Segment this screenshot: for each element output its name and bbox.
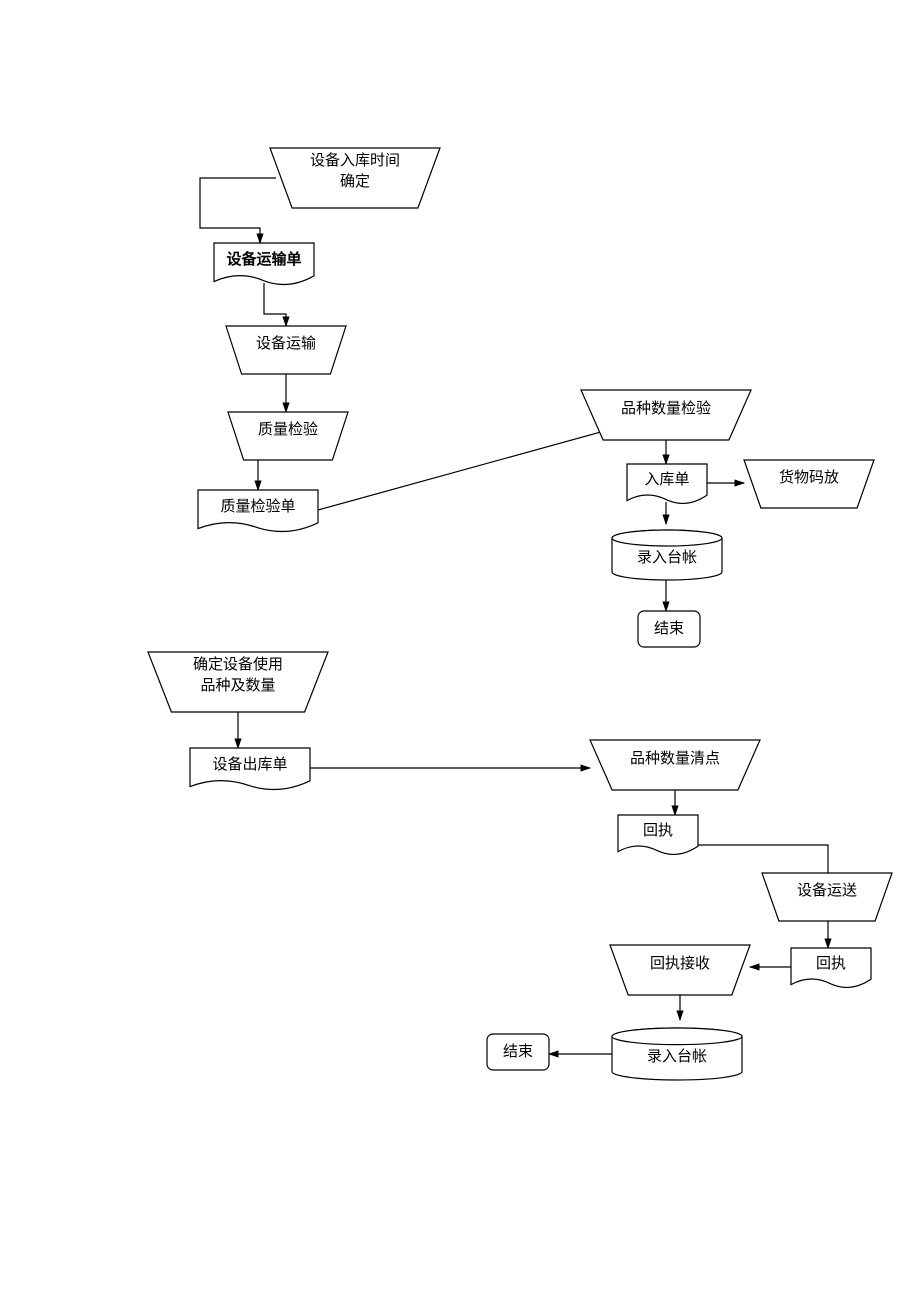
node-label-n12: 设备出库单	[190, 755, 310, 776]
node-label-n3: 设备运输	[226, 334, 346, 355]
node-label-n2: 设备运输单	[214, 250, 314, 271]
node-label-n17: 回执接收	[610, 954, 750, 975]
node-label-n5: 质量检验单	[198, 497, 318, 518]
node-label-n6: 品种数量检验	[581, 399, 751, 420]
node-label-n18: 录入台帐	[612, 1047, 742, 1068]
node-label-n1: 设备入库时间确定	[270, 151, 440, 193]
node-label-n14: 回执	[618, 821, 698, 842]
node-label-n19: 结束	[487, 1042, 549, 1063]
edge-n1-n2	[200, 178, 276, 243]
edge-n2-n3	[264, 283, 286, 326]
node-label-n15: 设备运送	[762, 881, 892, 902]
node-label-n7: 入库单	[627, 470, 707, 491]
node-label-n8: 货物码放	[744, 468, 874, 489]
flowchart-canvas	[0, 0, 920, 1302]
edge-n14-n15	[698, 845, 828, 873]
node-label-n9: 录入台帐	[612, 548, 722, 569]
node-label-n13: 品种数量清点	[590, 749, 760, 770]
node-label-n16: 回执	[791, 954, 871, 975]
node-label-n4: 质量检验	[228, 420, 348, 441]
node-label-n11: 确定设备使用品种及数量	[148, 655, 328, 697]
node-label-n10: 结束	[638, 619, 700, 640]
